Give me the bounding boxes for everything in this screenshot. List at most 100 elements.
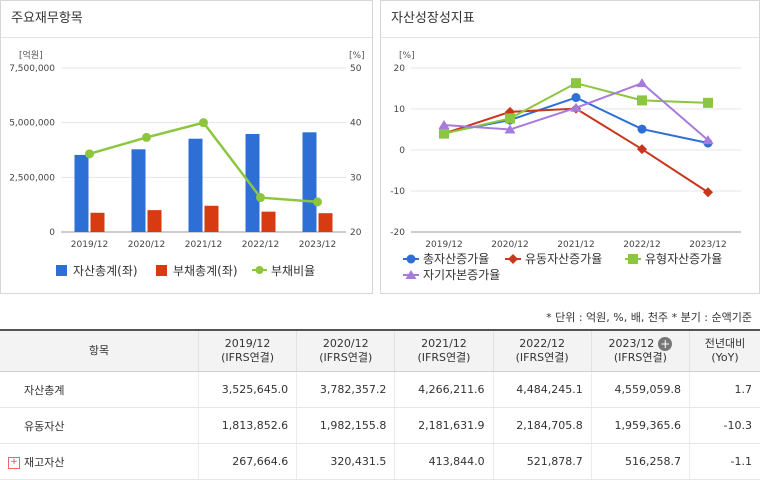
legend-label: 유동자산증가율: [525, 252, 602, 266]
table-cell: 2,181,631.9: [395, 408, 493, 444]
x-tick: 2023/12: [299, 240, 336, 250]
y-right-unit: [%]: [349, 51, 365, 61]
legend-swatch: [508, 254, 518, 264]
table-cell: 4,559,059.8: [591, 372, 689, 408]
expand-row-icon[interactable]: +: [8, 457, 20, 469]
table-cell: 3,525,645.0: [199, 372, 297, 408]
header-yoy: 전년대비(YoY): [690, 330, 760, 372]
x-tick: 2021/12: [557, 240, 594, 250]
x-tick: 2020/12: [491, 240, 528, 250]
y-unit: [%]: [399, 51, 415, 61]
y-tick: -10: [390, 187, 405, 197]
legend-label: 부채총계(좌): [173, 264, 238, 278]
table-cell: 267,664.6: [199, 444, 297, 480]
bar: [262, 212, 276, 232]
row-name: 자산총계: [24, 384, 64, 397]
y-right-tick: 20: [350, 228, 362, 238]
line-point: [637, 95, 647, 105]
legend-label: 총자산증가율: [423, 252, 489, 266]
units-note: * 단위 : 억원, %, 배, 천주 * 분기 : 순액기준: [546, 309, 752, 325]
y-tick: 20: [394, 64, 406, 74]
x-tick: 2022/12: [242, 240, 279, 250]
table-cell: 1,982,155.8: [297, 408, 395, 444]
row-label: 자산총계: [0, 372, 199, 408]
table-header-row: 항목 2019/12(IFRS연결) 2020/12(IFRS연결) 2021/…: [0, 330, 760, 372]
x-tick: 2022/12: [623, 240, 660, 250]
legend-swatch: [156, 265, 167, 276]
bar: [189, 139, 203, 232]
basis-label: (IFRS연결): [516, 351, 569, 364]
legend-label: 자기자본증가율: [423, 268, 500, 282]
yoy-sub-label: (YoY): [711, 351, 738, 364]
row-name: 유동자산: [24, 420, 64, 433]
x-tick: 2021/12: [185, 240, 222, 250]
yoy-label: 전년대비: [705, 337, 745, 350]
bar: [303, 132, 317, 232]
row-name: 재고자산: [24, 456, 64, 469]
line-point: [505, 113, 515, 123]
bar: [246, 134, 260, 232]
line-point: [572, 93, 581, 102]
y-left-tick: 5,000,000: [9, 119, 55, 129]
bar: [132, 149, 146, 232]
table-cell: 320,431.5: [297, 444, 395, 480]
year-label: 2019/12: [225, 337, 271, 350]
legend-label: 부채비율: [271, 264, 315, 278]
line-point: [256, 193, 265, 202]
financial-items-chart: [억원][%]7,500,0005,000,0002,500,000050403…: [1, 38, 372, 293]
row-label: 유동자산: [0, 408, 199, 444]
bar: [91, 213, 105, 232]
x-tick: 2023/12: [689, 240, 726, 250]
line-point: [637, 78, 648, 87]
basis-label: (IFRS연결): [319, 351, 372, 364]
table-cell: 3,782,357.2: [297, 372, 395, 408]
basis-label: (IFRS연결): [221, 351, 274, 364]
line-point: [703, 187, 713, 197]
table-cell: 1,959,365.6: [591, 408, 689, 444]
year-label: 2020/12: [323, 337, 369, 350]
legend-swatch: [628, 254, 638, 264]
line-point: [142, 133, 151, 142]
header-year: 2020/12(IFRS연결): [297, 330, 395, 372]
yoy-cell: -10.3: [690, 408, 760, 444]
add-column-button[interactable]: +: [658, 337, 672, 351]
y-left-unit: [억원]: [19, 49, 43, 61]
header-year: 2021/12(IFRS연결): [395, 330, 493, 372]
y-tick: 0: [399, 146, 405, 156]
panel-title: 자산성장성지표: [381, 1, 759, 38]
y-left-tick: 7,500,000: [9, 64, 55, 74]
bar: [205, 206, 219, 232]
line-point: [637, 144, 647, 154]
x-tick: 2019/12: [425, 240, 462, 250]
line-point: [703, 98, 713, 108]
line-point: [571, 78, 581, 88]
yoy-cell: 1.7: [690, 372, 760, 408]
header-year: 2022/12(IFRS연결): [493, 330, 591, 372]
basis-label: (IFRS연결): [614, 351, 667, 364]
year-label: 2023/12: [609, 337, 655, 350]
bar: [148, 210, 162, 232]
yoy-cell: -1.1: [690, 444, 760, 480]
row-label[interactable]: + 재고자산: [0, 444, 199, 480]
year-label: 2021/12: [421, 337, 467, 350]
line-point: [638, 125, 647, 134]
table-cell: 521,878.7: [493, 444, 591, 480]
line-point: [439, 129, 449, 139]
table-cell: 4,266,211.6: [395, 372, 493, 408]
bar: [319, 213, 333, 232]
header-year: 2023/12+(IFRS연결): [591, 330, 689, 372]
legend-swatch: [56, 265, 67, 276]
line-point: [85, 149, 94, 158]
y-right-tick: 50: [350, 64, 362, 74]
panel-title: 주요재무항목: [1, 1, 372, 38]
bar: [75, 155, 89, 232]
table-cell: 2,184,705.8: [493, 408, 591, 444]
basis-label: (IFRS연결): [417, 351, 470, 364]
x-tick: 2020/12: [128, 240, 165, 250]
y-tick: 10: [394, 105, 406, 115]
legend-swatch: [407, 255, 416, 264]
